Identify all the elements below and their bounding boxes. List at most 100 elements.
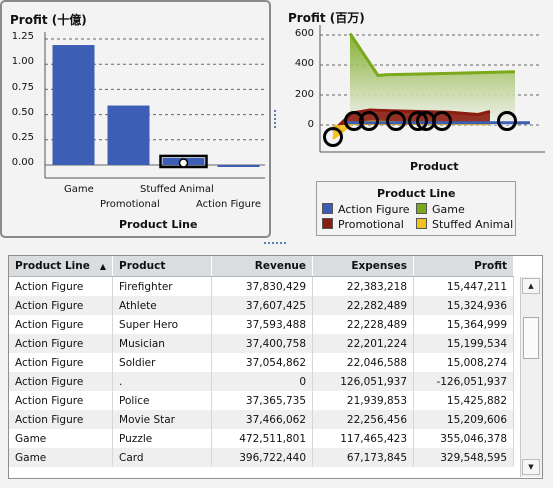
y-tick: 0.25 <box>11 132 34 143</box>
splitter-handle[interactable] <box>268 242 270 244</box>
splitter-handle[interactable] <box>274 122 276 124</box>
cell-revenue: 37,466,062 <box>211 410 314 429</box>
series-promotional-area <box>333 110 490 131</box>
table-row[interactable]: Action Figure Soldier 37,054,862 22,046,… <box>9 353 515 372</box>
cell-product: Soldier <box>112 353 213 372</box>
y-tick: 0.00 <box>11 157 34 168</box>
cell-revenue: 37,054,862 <box>211 353 314 372</box>
cell-expenses: 117,465,423 <box>312 429 415 448</box>
cell-expenses: 22,228,489 <box>312 315 415 334</box>
legend-item-promotional[interactable]: Promotional <box>322 218 404 231</box>
legend-item-stuffed-animal[interactable]: Stuffed Animal <box>416 218 513 231</box>
splitter-handle[interactable] <box>276 242 278 244</box>
x-category-label: Promotional <box>100 199 160 210</box>
table-row[interactable]: Game Card 396,722,440 67,173,845 329,548… <box>9 448 515 467</box>
y-tick: 400 <box>294 58 314 69</box>
cell-expenses: 22,046,588 <box>312 353 415 372</box>
y-tick: 1.25 <box>11 31 34 42</box>
y-tick: 200 <box>294 89 314 100</box>
cell-product-line: Action Figure <box>9 353 114 372</box>
scroll-up-icon[interactable]: ▲ <box>522 278 540 294</box>
legend-item-game[interactable]: Game <box>416 203 465 216</box>
table-row[interactable]: Action Figure Super Hero 37,593,488 22,2… <box>9 315 515 334</box>
legend-swatch <box>416 203 427 214</box>
bar-promotional <box>107 105 150 165</box>
table-row[interactable]: Action Figure Movie Star 37,466,062 22,2… <box>9 410 515 429</box>
selected-point-marker <box>408 111 428 131</box>
legend-title: Product Line <box>377 187 456 200</box>
column-header-product-line[interactable]: Product Line ▲ <box>9 256 114 277</box>
legend-swatch <box>322 218 333 229</box>
column-header-product[interactable]: Product <box>112 256 213 277</box>
y-tick: 600 <box>294 28 314 39</box>
selected-point-marker <box>359 111 379 131</box>
table-row[interactable]: Action Figure Firefighter 37,830,429 22,… <box>9 276 515 296</box>
legend-item-action-figure[interactable]: Action Figure <box>322 203 410 216</box>
splitter-handle[interactable] <box>274 110 276 112</box>
table-row[interactable]: Action Figure Athlete 37,607,425 22,282,… <box>9 296 515 315</box>
data-table[interactable]: Product Line ▲ Product Revenue Expenses P… <box>8 255 543 479</box>
cell-product-line: Action Figure <box>9 410 114 429</box>
cell-product: Card <box>112 448 213 467</box>
cell-expenses: 67,173,845 <box>312 448 415 467</box>
cell-product-line: Action Figure <box>9 315 114 334</box>
table-row[interactable]: Action Figure Police 37,365,735 21,939,8… <box>9 391 515 410</box>
scroll-down-icon[interactable]: ▼ <box>522 459 540 475</box>
cell-revenue: 37,400,758 <box>211 334 314 353</box>
legend-swatch <box>322 203 333 214</box>
cell-expenses: 22,383,218 <box>312 276 415 296</box>
splitter-handle[interactable] <box>274 126 276 128</box>
cell-profit: 329,548,595 <box>413 448 515 467</box>
splitter-handle[interactable] <box>280 242 282 244</box>
splitter-handle[interactable] <box>274 114 276 116</box>
table-row[interactable]: Action Figure . 0 126,051,937 -126,051,9… <box>9 372 515 391</box>
cell-product-line: Action Figure <box>9 276 114 296</box>
cell-expenses: 21,939,853 <box>312 391 415 410</box>
cell-expenses: 22,256,456 <box>312 410 415 429</box>
bar-action-figure <box>217 165 260 167</box>
cell-product: Firefighter <box>112 276 213 296</box>
splitter-handle[interactable] <box>272 242 274 244</box>
cell-profit: 15,209,606 <box>413 410 515 429</box>
selected-point-marker <box>386 111 406 131</box>
splitter-handle[interactable] <box>284 242 286 244</box>
column-header-profit[interactable]: Profit <box>413 256 515 277</box>
table-row[interactable]: Game Puzzle 472,511,801 117,465,423 355,… <box>9 429 515 448</box>
splitter-handle[interactable] <box>274 118 276 120</box>
area-chart-svg[interactable] <box>0 0 553 240</box>
cell-profit: 355,046,378 <box>413 429 515 448</box>
series-game-line <box>348 32 516 78</box>
cell-expenses: 126,051,937 <box>312 372 415 391</box>
vertical-scrollbar[interactable]: ▲ ▼ <box>520 277 542 477</box>
cell-product: Puzzle <box>112 429 213 448</box>
cell-profit: 15,008,274 <box>413 353 515 372</box>
cell-profit: 15,364,999 <box>413 315 515 334</box>
selected-point-marker <box>497 111 517 131</box>
cell-profit: 15,199,534 <box>413 334 515 353</box>
table-row[interactable]: Action Figure Musician 37,400,758 22,201… <box>9 334 515 353</box>
cell-product-line: Game <box>9 429 114 448</box>
scrollbar-thumb[interactable] <box>523 317 539 359</box>
chart-legend: Product Line Action Figure Game Promotio… <box>316 181 516 236</box>
area-chart-title: Profit (百万) <box>288 11 365 25</box>
cell-profit: 15,447,211 <box>413 276 515 296</box>
cell-product: Musician <box>112 334 213 353</box>
cell-product: . <box>112 372 213 391</box>
cell-product-line: Game <box>9 448 114 467</box>
bar-game <box>52 45 95 165</box>
selection-marker <box>178 158 189 168</box>
cell-product-line: Action Figure <box>9 296 114 315</box>
x-category-label: Action Figure <box>196 199 262 210</box>
cell-profit: -126,051,937 <box>413 372 515 391</box>
legend-swatch <box>416 218 427 229</box>
y-tick: 0 <box>307 119 314 130</box>
bar-chart-panel[interactable]: Profit (十億) 1.25 1.00 0.75 0.50 0.25 0.0… <box>0 0 271 238</box>
selected-point-marker <box>344 111 364 131</box>
cell-revenue: 472,511,801 <box>211 429 314 448</box>
column-header-expenses[interactable]: Expenses <box>312 256 415 277</box>
cell-product: Athlete <box>112 296 213 315</box>
cell-expenses: 22,282,489 <box>312 296 415 315</box>
splitter-handle[interactable] <box>264 242 266 244</box>
column-header-revenue[interactable]: Revenue <box>211 256 314 277</box>
cell-product-line: Action Figure <box>9 372 114 391</box>
